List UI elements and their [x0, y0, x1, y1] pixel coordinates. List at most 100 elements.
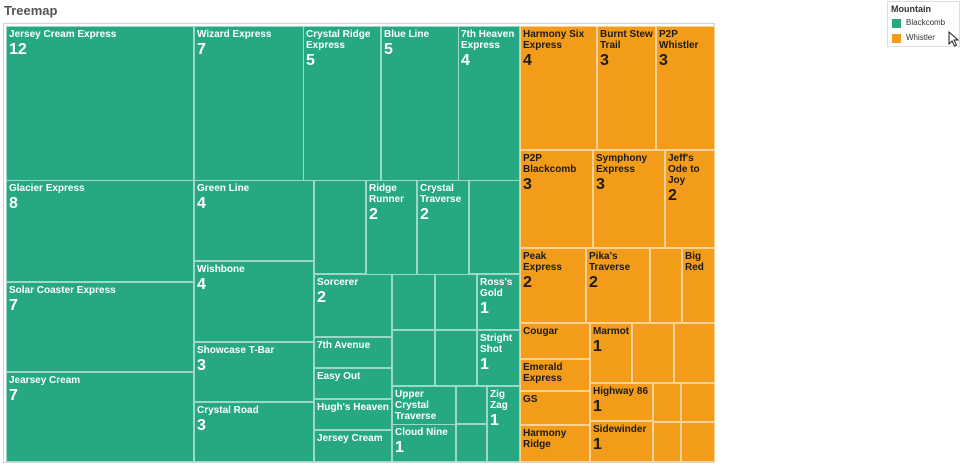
treemap-cell-upper-crystal-traverse[interactable]: Upper Crystal Traverse: [392, 386, 456, 426]
treemap-cell-crystal-traverse[interactable]: Crystal Traverse 2: [417, 180, 469, 275]
treemap-cell-crystal-ridge-express[interactable]: Crystal Ridge Express 5: [303, 26, 381, 181]
treemap-cell-burnt-stew-trail[interactable]: Burnt Stew Trail 3: [597, 26, 656, 150]
treemap-cell-jearsey-cream[interactable]: Jearsey Cream 7: [6, 372, 194, 462]
treemap-cell-easy-out[interactable]: Easy Out: [314, 368, 392, 399]
treemap-cell-big-red[interactable]: Big Red: [682, 248, 715, 323]
cell-label: Crystal Road: [197, 405, 259, 416]
cell-value: 8: [9, 195, 18, 212]
treemap-cell-harmony-six-express[interactable]: Harmony Six Express 4: [520, 26, 597, 150]
treemap-cell-unlabeled[interactable]: [435, 330, 477, 386]
cell-value: 1: [395, 439, 404, 456]
treemap-cell-unlabeled[interactable]: [653, 383, 681, 422]
treemap-cell-unlabeled[interactable]: [456, 386, 487, 424]
treemap-cell-jersey-cream-express[interactable]: Jersey Cream Express 12: [6, 26, 194, 181]
treemap-cell-wizard-express[interactable]: Wizard Express 7: [194, 26, 304, 181]
cell-label: P2P Whistler: [659, 29, 699, 51]
treemap-cell-emerald-express[interactable]: Emerald Express: [520, 359, 590, 391]
treemap-cell-unlabeled[interactable]: [314, 180, 366, 274]
treemap-cell-cougar[interactable]: Cougar: [520, 323, 590, 359]
treemap-cell-solar-coaster-express[interactable]: Solar Coaster Express 7: [6, 282, 194, 372]
treemap-cell-green-line[interactable]: Green Line 4: [194, 180, 314, 261]
treemap-cell-glacier-express[interactable]: Glacier Express 8: [6, 180, 194, 282]
treemap-cell-sorcerer[interactable]: Sorcerer 2: [314, 274, 392, 337]
treemap-cell-unlabeled[interactable]: [653, 422, 681, 462]
cell-label: Upper Crystal Traverse: [395, 389, 437, 422]
cell-label: Solar Coaster Express: [9, 285, 116, 296]
treemap-cell-unlabeled[interactable]: [681, 422, 715, 462]
treemap-cell-showcase-t-bar[interactable]: Showcase T-Bar 3: [194, 342, 314, 402]
cell-value: 1: [593, 436, 602, 453]
cell-label: 7th Heaven Express: [461, 29, 515, 51]
treemap-cell-wishbone[interactable]: Wishbone 4: [194, 261, 314, 342]
cell-label: Crystal Ridge Express: [306, 29, 371, 51]
cell-value: 3: [659, 52, 668, 69]
cell-value: 2: [668, 187, 677, 204]
cell-label: Peak Express: [523, 251, 562, 273]
treemap-cell-unlabeled[interactable]: [456, 424, 487, 462]
cell-label: GS: [523, 394, 538, 405]
treemap-cell-unlabeled[interactable]: [632, 323, 674, 383]
cell-label: Big Red: [685, 251, 704, 273]
treemap-cell-unlabeled[interactable]: [650, 248, 682, 323]
cell-value: 5: [306, 52, 315, 69]
treemap-cell-cloud-nine[interactable]: Cloud Nine 1: [392, 424, 456, 462]
treemap-cell-unlabeled[interactable]: [681, 383, 715, 422]
treemap-cell-unlabeled[interactable]: [392, 274, 435, 330]
sheet-title: Treemap: [4, 3, 58, 18]
legend-label-blackcomb: Blackcomb: [906, 18, 946, 27]
cell-value: 2: [420, 206, 429, 223]
treemap-cell-zig-zag[interactable]: Zig Zag 1: [487, 386, 520, 462]
cell-value: 4: [197, 195, 206, 212]
cell-label: Burnt Stew Trail: [600, 29, 653, 51]
treemap-cell-7th-heaven-express[interactable]: 7th Heaven Express 4: [458, 26, 520, 181]
treemap-cell-ross-s-gold[interactable]: Ross's Gold 1: [477, 274, 520, 330]
treemap-cell-sidewinder[interactable]: Sidewinder 1: [590, 421, 653, 462]
treemap-cell-unlabeled[interactable]: [469, 180, 520, 274]
cell-value: 1: [480, 356, 489, 373]
cell-label: Jearsey Cream: [9, 375, 81, 386]
cell-label: Symphony Express: [596, 153, 648, 175]
treemap-cell-peak-express[interactable]: Peak Express 2: [520, 248, 586, 323]
treemap-cell-ridge-runner[interactable]: Ridge Runner 2: [366, 180, 417, 275]
cell-label: Wizard Express: [197, 29, 272, 40]
cell-label: Showcase T-Bar: [197, 345, 275, 356]
treemap-cell-symphony-express[interactable]: Symphony Express 3: [593, 150, 665, 248]
treemap-cell-jeff-s-ode-to-joy[interactable]: Jeff's Ode to Joy 2: [665, 150, 715, 248]
treemap-cell-harmony-ridge[interactable]: Harmony Ridge: [520, 425, 590, 462]
cell-label: Marmot: [593, 326, 630, 337]
cell-value: 4: [197, 276, 206, 293]
legend-title: Mountain: [891, 4, 931, 14]
cell-value: 3: [197, 417, 206, 434]
cell-label: Cloud Nine: [395, 427, 448, 438]
treemap-cell-gs[interactable]: GS: [520, 391, 590, 425]
treemap-cell-hugh-s-heaven[interactable]: Hugh's Heaven: [314, 399, 392, 430]
treemap-cell-pika-s-traverse[interactable]: Pika's Traverse 2: [586, 248, 650, 323]
cell-label: Harmony Six Express: [523, 29, 585, 51]
treemap-cell-marmot[interactable]: Marmot 1: [590, 323, 632, 383]
treemap-cell-p2p-whistler[interactable]: P2P Whistler 3: [656, 26, 715, 150]
cell-label: Hugh's Heaven: [317, 402, 389, 413]
treemap-cell-stright-shot[interactable]: Stright Shot 1: [477, 330, 520, 386]
treemap-cell-7th-avenue[interactable]: 7th Avenue: [314, 337, 392, 368]
treemap-cell-jersey-cream[interactable]: Jersey Cream: [314, 430, 392, 462]
cell-value: 3: [197, 357, 206, 374]
cell-value: 2: [589, 274, 598, 291]
treemap-cell-crystal-road[interactable]: Crystal Road 3: [194, 402, 314, 462]
treemap-cell-unlabeled[interactable]: [674, 323, 715, 383]
cell-label: Ridge Runner: [369, 183, 404, 205]
treemap-cell-unlabeled[interactable]: [392, 330, 435, 386]
treemap-cell-highway-86[interactable]: Highway 86 1: [590, 383, 653, 421]
cell-value: 1: [593, 338, 602, 355]
cell-label: Wishbone: [197, 264, 245, 275]
cell-label: Blue Line: [384, 29, 430, 40]
legend: Mountain Blackcomb Whistler: [887, 1, 960, 47]
cell-value: 3: [596, 176, 605, 193]
cell-label: Stright Shot: [480, 333, 513, 355]
cell-value: 7: [9, 297, 18, 314]
treemap-cell-blue-line[interactable]: Blue Line 5: [381, 26, 459, 181]
cell-label: Jeff's Ode to Joy: [668, 153, 700, 186]
treemap-cell-p2p-blackcomb[interactable]: P2P Blackcomb 3: [520, 150, 593, 248]
cell-value: 3: [600, 52, 609, 69]
treemap-cell-unlabeled[interactable]: [435, 274, 477, 330]
cell-value: 2: [523, 274, 532, 291]
